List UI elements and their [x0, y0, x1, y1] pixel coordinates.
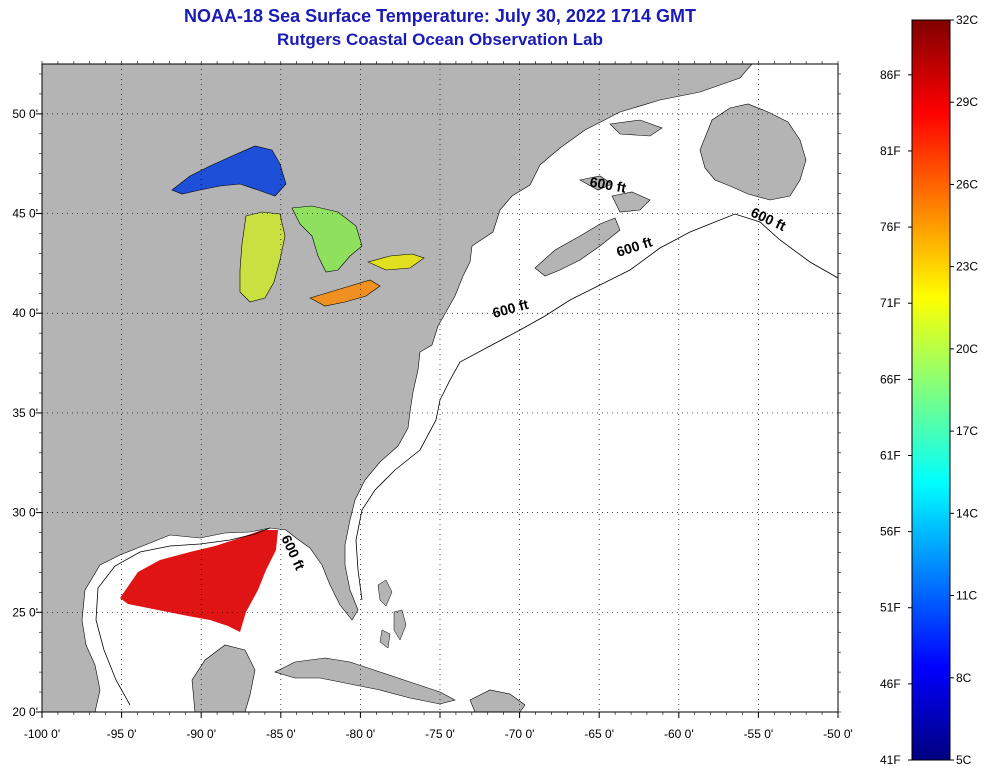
colorbar-label-f: 66F	[880, 372, 901, 386]
colorbar-label-f: 81F	[880, 144, 901, 158]
lat-tick-label: 30 0'	[12, 506, 38, 520]
land-cape-breton	[579, 175, 651, 213]
colorbar-label-c: 32C	[956, 13, 978, 27]
colorbar-label-f: 71F	[880, 296, 901, 310]
lon-tick-label: -70 0'	[505, 727, 535, 741]
lat-tick-label: 45 0'	[12, 207, 38, 221]
colorbar-label-c: 14C	[956, 506, 978, 520]
land-nova-scotia	[534, 217, 621, 277]
land-anticosti	[609, 119, 663, 137]
land-cuba	[274, 657, 456, 705]
lon-tick-label: -55 0'	[744, 727, 774, 741]
colorbar-label-f: 46F	[880, 677, 901, 691]
lon-tick-label: -65 0'	[584, 727, 614, 741]
colorbar-label-c: 17C	[956, 424, 978, 438]
lat-tick-label: 50 0'	[12, 107, 38, 121]
land-bahamas	[377, 579, 407, 649]
colorbar-label-c: 5C	[956, 753, 972, 767]
colorbar-label-c: 11C	[956, 589, 977, 603]
lon-tick-label: -60 0'	[664, 727, 694, 741]
land-newfoundland	[699, 103, 807, 201]
lat-tick-label: 25 0'	[12, 605, 38, 619]
isobath-600ft	[95, 213, 838, 706]
lake-ontario	[367, 253, 425, 271]
colorbar-label-f: 41F	[880, 753, 901, 767]
land-hispaniola	[469, 689, 526, 712]
colorbar-label-f: 76F	[880, 220, 901, 234]
map-subtitle: Rutgers Coastal Ocean Observation Lab	[277, 30, 603, 49]
lat-tick-label: 40 0'	[12, 306, 38, 320]
lon-tick-label: -50 0'	[823, 727, 853, 741]
colorbar-label-c: 29C	[956, 95, 978, 109]
lon-tick-label: -90 0'	[186, 727, 216, 741]
lon-tick-label: -100 0'	[24, 727, 60, 741]
land-yucatan	[191, 644, 256, 712]
isobath-label: 600 ft	[589, 174, 628, 196]
colorbar-label-f: 56F	[880, 525, 901, 539]
colorbar-label-c: 20C	[956, 342, 978, 356]
colorbar-label-c: 23C	[956, 260, 978, 274]
lon-tick-label: -95 0'	[107, 727, 137, 741]
lon-tick-label: -85 0'	[266, 727, 296, 741]
lake-huron	[291, 205, 363, 273]
gulf-sst-patch	[120, 530, 278, 632]
lon-tick-label: -75 0'	[425, 727, 455, 741]
colorbar-label-c: 26C	[956, 177, 978, 191]
colorbar-label-f: 61F	[880, 448, 901, 462]
colorbar-label-c: 8C	[956, 671, 972, 685]
map-title: NOAA-18 Sea Surface Temperature: July 30…	[184, 6, 696, 26]
colorbar	[911, 19, 951, 761]
lake-superior	[171, 145, 287, 197]
lat-tick-label: 35 0'	[12, 406, 38, 420]
colorbar-label-f: 51F	[880, 601, 901, 615]
lat-tick-label: 20 0'	[12, 705, 38, 719]
lake-erie	[309, 279, 381, 307]
colorbar-label-f: 86F	[880, 68, 901, 82]
lon-tick-label: -80 0'	[346, 727, 376, 741]
land-north-america	[42, 64, 753, 712]
